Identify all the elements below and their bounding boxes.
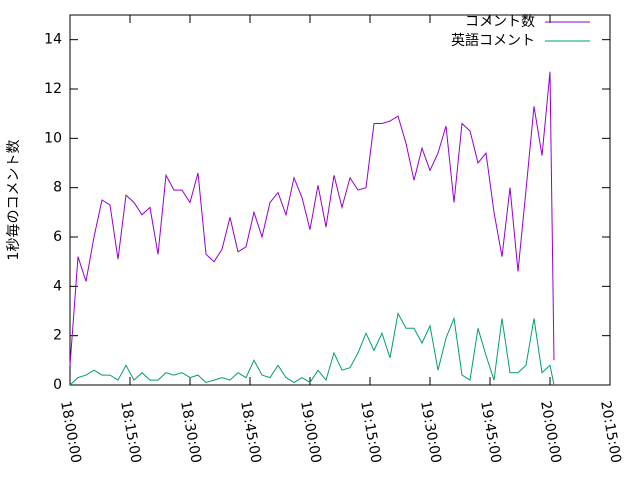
x-tick-label: 18:00:00 <box>57 400 84 465</box>
y-axis-label: 1秒毎のコメント数 <box>6 140 22 261</box>
y-tick-label: 2 <box>53 328 62 344</box>
y-tick-label: 10 <box>44 130 62 146</box>
x-tick-label: 19:15:00 <box>357 400 384 465</box>
x-tick-label: 19:45:00 <box>477 400 504 465</box>
x-tick-label: 19:30:00 <box>417 400 444 465</box>
x-tick-label: 20:00:00 <box>537 400 564 465</box>
series-line <box>69 71 555 366</box>
y-tick-label: 0 <box>53 377 62 393</box>
x-tick-label: 18:30:00 <box>177 400 204 465</box>
x-tick-label: 20:15:00 <box>597 400 624 465</box>
legend-label: 英語コメント <box>451 32 535 49</box>
legend-label: コメント数 <box>465 14 535 30</box>
x-tick-label: 18:45:00 <box>237 400 264 465</box>
y-tick-label: 8 <box>53 180 62 196</box>
series-line <box>69 312 555 386</box>
y-tick-label: 6 <box>53 229 62 245</box>
y-tick-label: 14 <box>44 32 62 48</box>
y-tick-label: 12 <box>44 81 62 97</box>
y-tick-label: 4 <box>53 278 62 294</box>
x-tick-label: 18:15:00 <box>117 400 144 465</box>
x-tick-label: 19:00:00 <box>297 400 324 465</box>
plot-border <box>69 14 611 386</box>
